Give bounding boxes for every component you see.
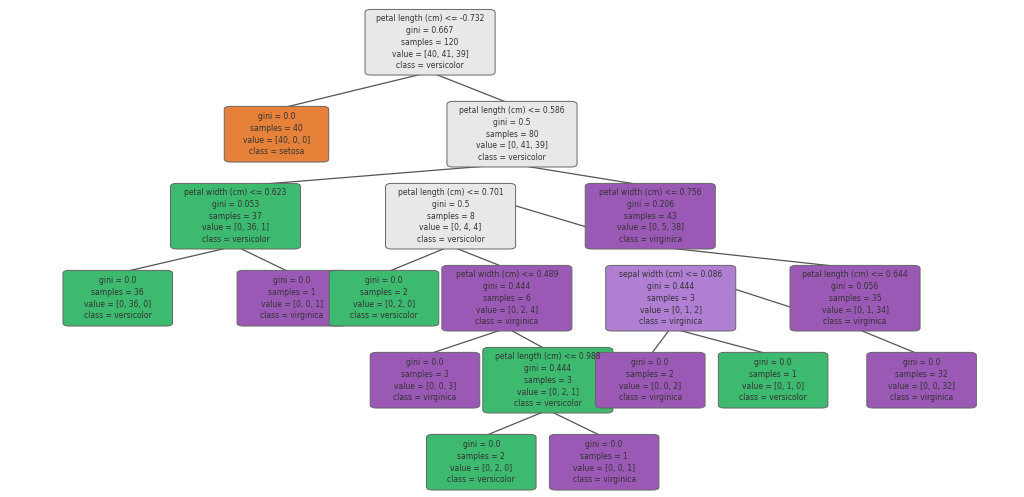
Text: sepal width (cm) <= 0.086
gini = 0.444
samples = 3
value = [0, 1, 2]
class = vir: sepal width (cm) <= 0.086 gini = 0.444 s… (620, 270, 722, 327)
Text: gini = 0.0
samples = 1
value = [0, 1, 0]
class = versicolor: gini = 0.0 samples = 1 value = [0, 1, 0]… (739, 358, 807, 403)
FancyBboxPatch shape (791, 265, 920, 331)
Text: gini = 0.0
samples = 1
value = [0, 0, 1]
class = virginica: gini = 0.0 samples = 1 value = [0, 0, 1]… (260, 276, 324, 321)
FancyBboxPatch shape (170, 183, 301, 249)
Text: gini = 0.0
samples = 40
value = [40, 0, 0]
class = setosa: gini = 0.0 samples = 40 value = [40, 0, … (243, 112, 310, 157)
Text: petal width (cm) <= 0.756
gini = 0.206
samples = 43
value = [0, 5, 38]
class = v: petal width (cm) <= 0.756 gini = 0.206 s… (599, 188, 701, 245)
FancyBboxPatch shape (586, 183, 715, 249)
FancyBboxPatch shape (442, 265, 571, 331)
Text: petal length (cm) <= 0.586
gini = 0.5
samples = 80
value = [0, 41, 39]
class = v: petal length (cm) <= 0.586 gini = 0.5 sa… (459, 106, 565, 163)
FancyBboxPatch shape (330, 270, 438, 326)
Text: petal length (cm) <= 0.988
gini = 0.444
samples = 3
value = [0, 2, 1]
class = ve: petal length (cm) <= 0.988 gini = 0.444 … (495, 352, 601, 409)
FancyBboxPatch shape (426, 434, 537, 490)
FancyBboxPatch shape (549, 434, 659, 490)
Text: petal width (cm) <= 0.623
gini = 0.053
samples = 37
value = [0, 36, 1]
class = v: petal width (cm) <= 0.623 gini = 0.053 s… (184, 188, 287, 245)
Text: petal length (cm) <= -0.732
gini = 0.667
samples = 120
value = [40, 41, 39]
clas: petal length (cm) <= -0.732 gini = 0.667… (376, 14, 484, 71)
FancyBboxPatch shape (719, 352, 827, 408)
FancyBboxPatch shape (371, 352, 479, 408)
FancyBboxPatch shape (237, 270, 346, 326)
FancyBboxPatch shape (596, 352, 705, 408)
Text: gini = 0.0
samples = 36
value = [0, 36, 0]
class = versicolor: gini = 0.0 samples = 36 value = [0, 36, … (84, 276, 152, 321)
Text: gini = 0.0
samples = 2
value = [0, 0, 2]
class = virginica: gini = 0.0 samples = 2 value = [0, 0, 2]… (618, 358, 682, 403)
FancyBboxPatch shape (446, 101, 578, 167)
Text: petal width (cm) <= 0.489
gini = 0.444
samples = 6
value = [0, 2, 4]
class = vir: petal width (cm) <= 0.489 gini = 0.444 s… (456, 270, 558, 327)
FancyBboxPatch shape (224, 106, 329, 162)
FancyBboxPatch shape (63, 270, 172, 326)
FancyBboxPatch shape (866, 352, 977, 408)
Text: petal length (cm) <= 0.644
gini = 0.056
samples = 35
value = [0, 1, 34]
class = : petal length (cm) <= 0.644 gini = 0.056 … (802, 270, 908, 327)
Text: gini = 0.0
samples = 32
value = [0, 0, 32]
class = virginica: gini = 0.0 samples = 32 value = [0, 0, 3… (888, 358, 955, 403)
Text: gini = 0.0
samples = 2
value = [0, 2, 0]
class = versicolor: gini = 0.0 samples = 2 value = [0, 2, 0]… (447, 440, 515, 485)
Text: gini = 0.0
samples = 1
value = [0, 0, 1]
class = virginica: gini = 0.0 samples = 1 value = [0, 0, 1]… (572, 440, 636, 485)
FancyBboxPatch shape (385, 183, 516, 249)
Text: gini = 0.0
samples = 3
value = [0, 0, 3]
class = virginica: gini = 0.0 samples = 3 value = [0, 0, 3]… (393, 358, 457, 403)
Text: gini = 0.0
samples = 2
value = [0, 2, 0]
class = versicolor: gini = 0.0 samples = 2 value = [0, 2, 0]… (350, 276, 418, 321)
FancyBboxPatch shape (365, 9, 496, 75)
FancyBboxPatch shape (483, 347, 612, 413)
Text: petal length (cm) <= 0.701
gini = 0.5
samples = 8
value = [0, 4, 4]
class = vers: petal length (cm) <= 0.701 gini = 0.5 sa… (397, 188, 504, 245)
FancyBboxPatch shape (606, 265, 735, 331)
